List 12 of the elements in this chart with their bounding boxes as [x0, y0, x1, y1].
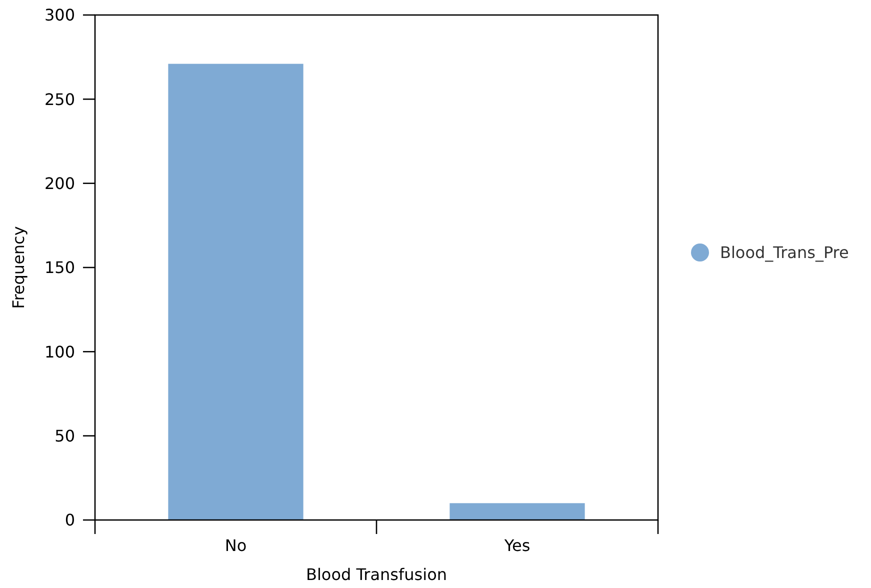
y-tick-label: 100: [44, 342, 75, 362]
y-tick-label: 200: [44, 174, 75, 193]
y-axis-title: Frequency: [9, 226, 28, 309]
y-tick-label: 50: [54, 426, 75, 446]
x-axis-title: Blood Transfusion: [306, 565, 448, 584]
y-tick-label: 0: [64, 510, 75, 530]
x-tick-label: No: [224, 536, 247, 555]
y-tick-label: 300: [44, 6, 75, 25]
y-tick-label: 250: [44, 90, 75, 109]
x-tick-label: Yes: [503, 536, 530, 555]
legend-label: Blood_Trans_Pre: [720, 243, 849, 262]
y-tick-label: 150: [44, 258, 75, 278]
